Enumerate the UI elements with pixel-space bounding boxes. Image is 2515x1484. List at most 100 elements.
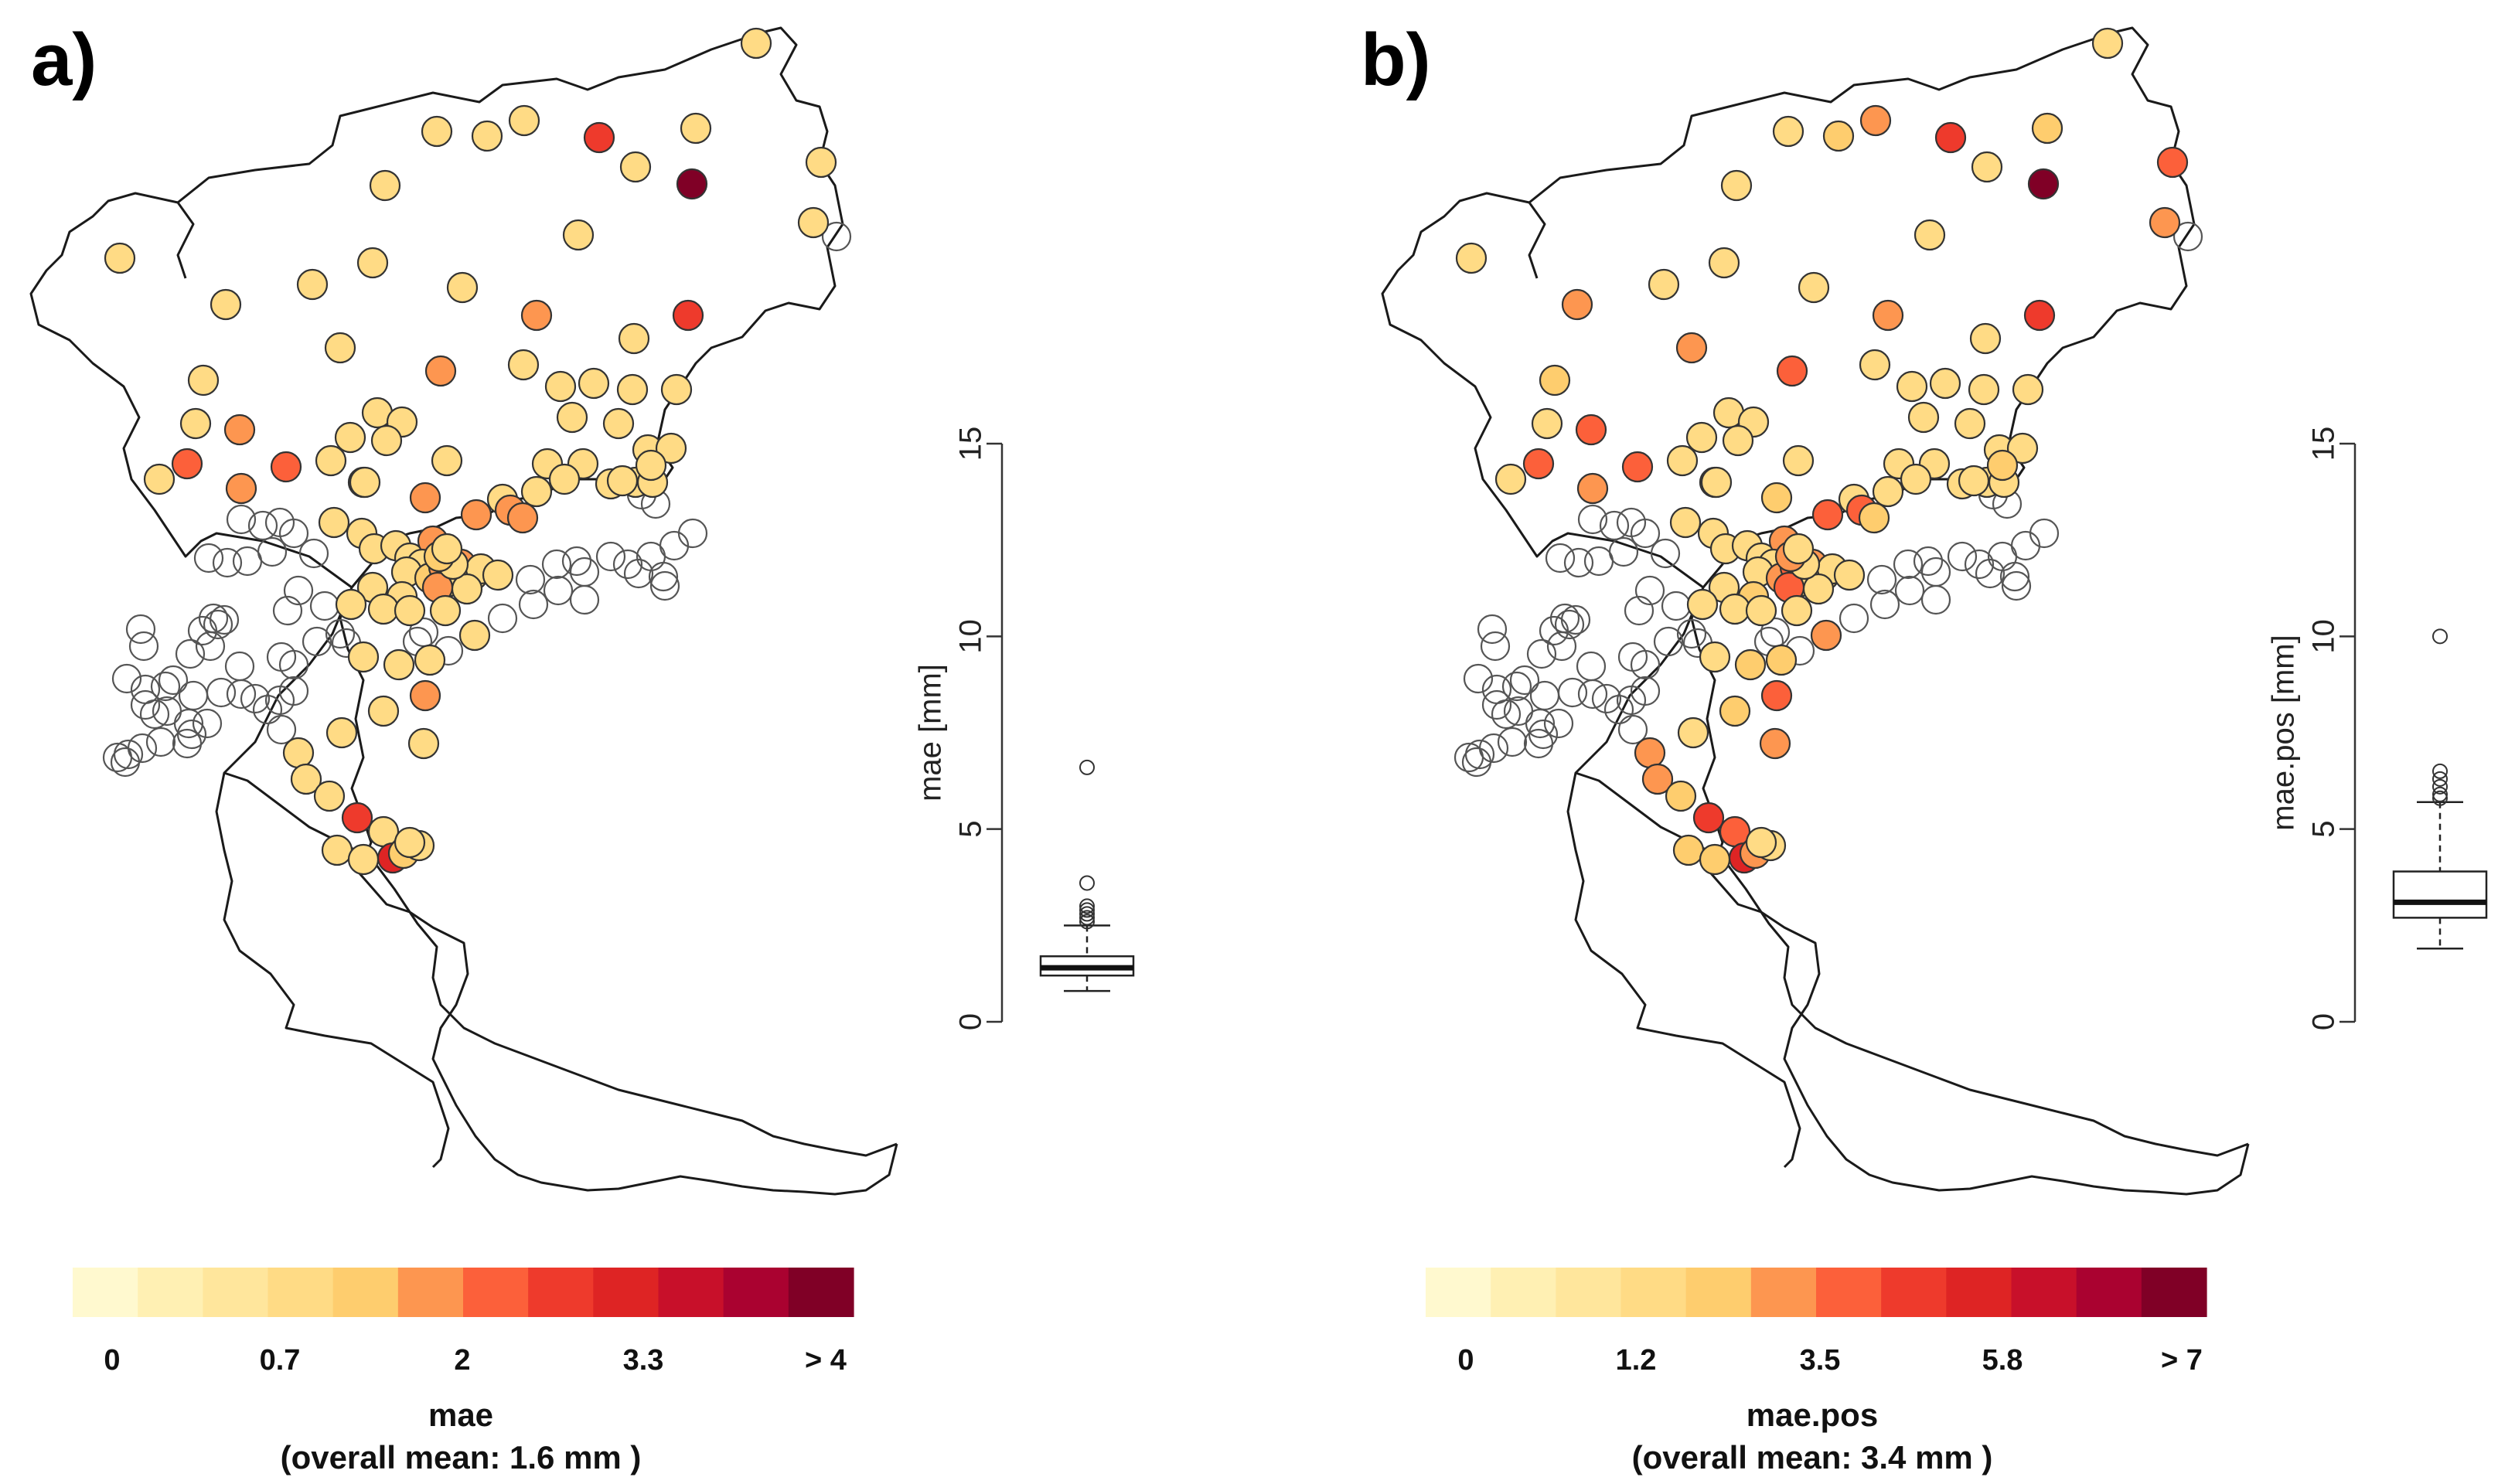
legend-swatch — [397, 1268, 464, 1317]
outlier-point — [2432, 628, 2448, 645]
station-point — [347, 641, 380, 673]
station-no-data — [257, 536, 288, 567]
station-point — [179, 407, 212, 440]
y-tick-label: 5 — [954, 821, 988, 838]
station-point — [429, 594, 462, 627]
station-no-data — [677, 518, 708, 549]
station-point — [315, 444, 347, 477]
station-point — [223, 414, 256, 446]
legend-swatch — [2141, 1268, 2207, 1317]
station-no-data — [561, 546, 592, 577]
station-point — [1699, 641, 1731, 673]
legend-colorbar-b — [1426, 1268, 2207, 1317]
station-no-data — [172, 728, 203, 759]
station-point — [409, 679, 441, 712]
station-point — [409, 482, 441, 514]
legend-tick: 0 — [104, 1344, 120, 1377]
station-point — [740, 27, 772, 60]
legend-swatch — [528, 1268, 594, 1317]
station-no-data — [1545, 543, 1576, 574]
map-a — [29, 26, 898, 1196]
station-point — [507, 349, 540, 381]
station-point — [1685, 421, 1718, 454]
station-no-data — [209, 604, 240, 635]
station-point — [225, 472, 257, 505]
legend-tick: 0.7 — [260, 1344, 301, 1377]
station-no-data — [158, 665, 189, 696]
station-no-data — [173, 708, 204, 739]
station-point — [1692, 802, 1725, 834]
station-point — [104, 242, 136, 274]
legend-swatch — [1556, 1268, 1622, 1317]
station-point — [1634, 737, 1666, 769]
station-point — [520, 475, 553, 508]
station-no-data — [1501, 671, 1532, 702]
station-point — [548, 463, 581, 495]
station-no-data — [1563, 547, 1594, 578]
station-point — [655, 432, 687, 465]
station-no-data — [278, 649, 309, 680]
legend-swatch — [1426, 1268, 1491, 1317]
legend-ticks-a: 0 0.7 2 3.3 > 4 — [104, 1344, 847, 1377]
outlier-point — [2432, 771, 2448, 787]
station-point — [797, 206, 830, 239]
station-point — [1765, 644, 1798, 676]
station-point — [1954, 407, 1986, 440]
legend-colorbar-a — [73, 1268, 854, 1317]
station-no-data — [1591, 683, 1622, 714]
station-point — [334, 421, 366, 454]
iqr-box — [2392, 870, 2488, 919]
station-no-data — [1481, 689, 1512, 720]
panel-label-b: b) — [1361, 19, 1431, 101]
station-point — [544, 370, 577, 403]
station-point — [1621, 451, 1654, 483]
station-point — [520, 299, 553, 332]
legend-swatch — [1620, 1268, 1687, 1317]
stations-a — [102, 27, 852, 876]
legend-tick: 3.3 — [623, 1344, 664, 1377]
outlier-point — [1079, 898, 1095, 914]
station-no-data — [1577, 504, 1608, 535]
station-point — [1719, 593, 1751, 625]
station-no-data — [302, 626, 332, 657]
legend-swatch — [73, 1268, 138, 1317]
station-no-data — [283, 575, 314, 606]
legend-swatch — [1685, 1268, 1752, 1317]
station-no-data — [125, 614, 156, 645]
station-point — [347, 843, 380, 876]
legend-swatch — [593, 1268, 659, 1317]
station-no-data — [1869, 589, 1900, 620]
outlier-point — [1079, 906, 1095, 922]
station-no-data — [175, 638, 206, 669]
station-no-data — [1893, 549, 1924, 580]
station-point — [1776, 355, 1808, 387]
station-no-data — [1630, 649, 1661, 680]
legend-tick: 5.8 — [1982, 1344, 2023, 1377]
station-point — [1896, 370, 1928, 403]
station-point — [1561, 288, 1593, 321]
station-point — [349, 466, 381, 499]
station-no-data — [203, 609, 233, 640]
station-point — [325, 716, 358, 749]
station-point — [1859, 349, 1891, 381]
station-point — [1900, 463, 1932, 495]
station-point — [1760, 679, 1793, 712]
y-tick-label: 10 — [2307, 619, 2341, 654]
station-no-data — [569, 584, 600, 615]
station-no-data — [1576, 651, 1607, 682]
station-point — [676, 168, 708, 200]
station-no-data — [1630, 518, 1661, 549]
station-point — [2156, 146, 2189, 179]
station-point — [1914, 219, 1946, 251]
station-point — [1971, 151, 2003, 183]
station-no-data — [541, 549, 572, 580]
station-point — [2027, 168, 2060, 200]
legend-swatch — [2011, 1268, 2077, 1317]
station-point — [1648, 268, 1680, 301]
station-point — [1781, 594, 1813, 627]
station-no-data — [1653, 626, 1684, 657]
station-point — [562, 219, 595, 251]
station-no-data — [139, 699, 170, 730]
station-no-data — [649, 570, 680, 601]
station-point — [1745, 594, 1777, 627]
